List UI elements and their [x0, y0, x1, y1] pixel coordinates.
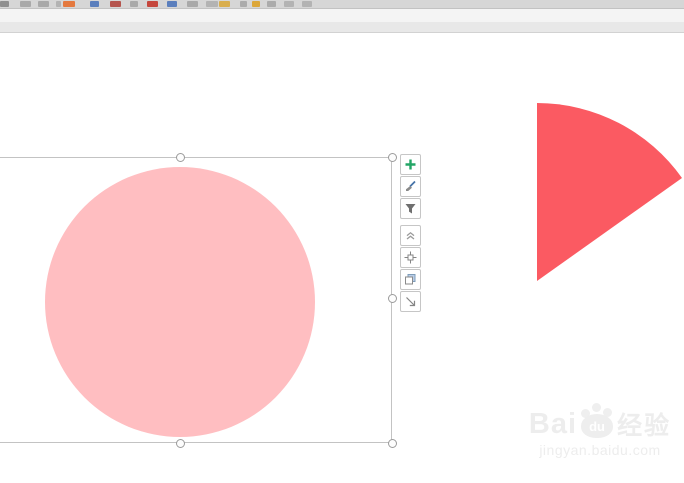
paw-toe	[581, 409, 591, 418]
selection-handle-bottom-center[interactable]	[176, 439, 185, 448]
baidu-jingyan-logo: Bai du 经验	[516, 403, 684, 439]
qa-icon-17[interactable]	[284, 1, 294, 7]
logo-text-du: du	[589, 418, 605, 434]
selection-handle-right-middle[interactable]	[388, 294, 397, 303]
qa-icon-9[interactable]	[147, 1, 158, 7]
resize-button[interactable]	[400, 291, 421, 312]
chart-styles-button[interactable]	[400, 176, 421, 197]
qa-icon-7[interactable]	[110, 1, 121, 7]
qa-icon-12[interactable]	[206, 1, 218, 7]
qa-icon-1[interactable]	[0, 1, 9, 7]
qa-icon-5[interactable]	[63, 1, 75, 7]
qa-icon-2[interactable]	[20, 1, 31, 7]
diagonal-arrow-icon	[406, 297, 416, 307]
funnel-icon	[405, 204, 416, 214]
precise-position-button[interactable]	[400, 247, 421, 268]
paw-toe	[592, 403, 602, 412]
paw-pad: du	[581, 414, 614, 438]
chart-elements-button[interactable]	[400, 154, 421, 175]
qa-icon-14[interactable]	[240, 1, 247, 7]
selection-handle-top-right[interactable]	[388, 153, 397, 162]
selection-handle-top-center[interactable]	[176, 153, 185, 162]
qa-icon-4[interactable]	[56, 1, 61, 7]
qa-icon-8[interactable]	[130, 1, 138, 7]
plus-icon	[405, 159, 416, 170]
baidu-paw-icon: du	[580, 403, 614, 439]
qa-icon-16[interactable]	[267, 1, 276, 7]
qa-icon-15[interactable]	[252, 1, 260, 7]
qa-icon-6[interactable]	[90, 1, 99, 7]
double-chevron-up-icon	[406, 231, 415, 240]
brush-icon	[406, 180, 416, 191]
logo-text-jingyan: 经验	[617, 412, 672, 440]
chart-filters-button[interactable]	[400, 198, 421, 219]
qa-icon-3[interactable]	[38, 1, 49, 7]
qa-icon-11[interactable]	[187, 1, 198, 7]
qa-icon-13[interactable]	[219, 1, 230, 7]
title-bar-strip	[0, 9, 684, 22]
qa-icon-18[interactable]	[302, 1, 312, 7]
layers-button[interactable]	[400, 269, 421, 290]
qa-icon-10[interactable]	[167, 1, 177, 7]
baidu-jingyan-watermark: Bai du 经验 jingyan.baidu.com	[516, 403, 684, 458]
pie-wedge-shape[interactable]	[537, 103, 682, 281]
pie-chart-circle[interactable]	[45, 167, 315, 437]
quick-access-toolbar	[0, 0, 684, 9]
selection-handle-bottom-right[interactable]	[388, 439, 397, 448]
logo-text-bai: Bai	[528, 408, 578, 440]
paw-toe	[603, 408, 613, 417]
collapsed-ribbon-band	[0, 22, 684, 33]
chart-tools-panel	[400, 154, 421, 313]
crosshair-icon	[404, 251, 417, 264]
watermark-url: jingyan.baidu.com	[539, 442, 661, 458]
collapse-button[interactable]	[400, 225, 421, 246]
layers-icon	[405, 274, 416, 285]
